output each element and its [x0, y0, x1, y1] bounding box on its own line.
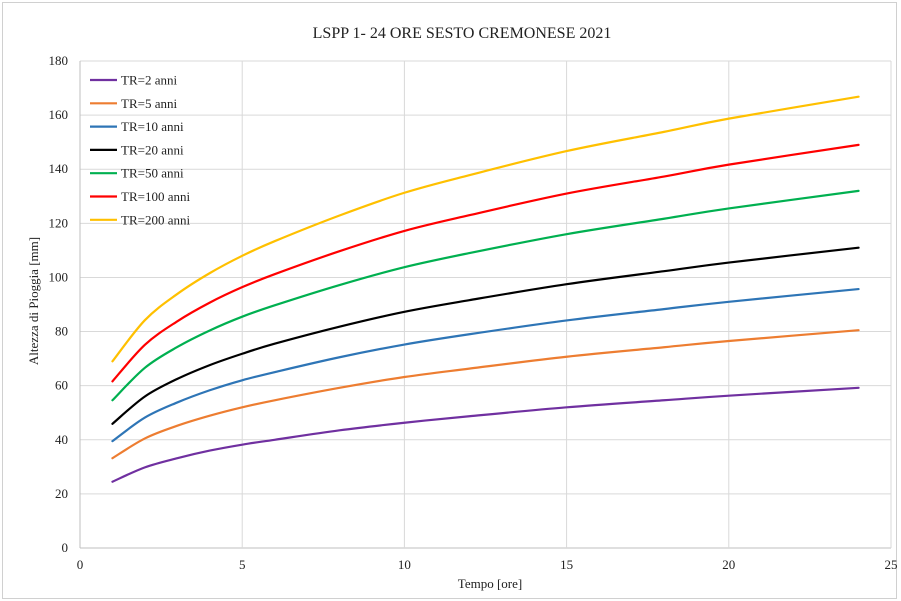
- legend-entry: TR=10 anni: [121, 119, 184, 134]
- x-axis-label: Tempo [ore]: [458, 576, 522, 591]
- x-tick-label: 25: [885, 557, 898, 572]
- y-tick-label: 180: [49, 53, 69, 68]
- legend: TR=2 anni TR=5 anni TR=10 anni TR=20 anni TR…: [90, 73, 190, 227]
- legend-entry: TR=50 anni: [121, 166, 184, 181]
- series-lines: [111, 95, 860, 483]
- x-tick-label: 20: [722, 557, 735, 572]
- y-tick-label: 20: [55, 486, 68, 501]
- x-tick-label: 5: [239, 557, 246, 572]
- legend-entry: TR=100 anni: [121, 189, 190, 204]
- y-tick-label: 160: [49, 107, 69, 122]
- series-line-tr-2-anni: [111, 386, 860, 483]
- legend-entry: TR=5 anni: [121, 96, 177, 111]
- series-line-tr-200-anni: [111, 95, 860, 363]
- series-line-tr-50-anni: [111, 189, 860, 402]
- legend-entry: TR=20 anni: [121, 142, 184, 157]
- legend-entry: TR=2 anni: [121, 73, 177, 88]
- grid-lines: [79, 60, 892, 549]
- tick-labels: 0 20 40 60 80 100 120 140 160 180 0 5 10 15 20 25: [49, 53, 898, 572]
- x-tick-label: 0: [77, 557, 84, 572]
- series-line-tr-5-anni: [111, 329, 860, 460]
- chart-title: LSPP 1- 24 ORE SESTO CREMONESE 2021: [313, 25, 612, 42]
- legend-entry: TR=200 anni: [121, 212, 190, 227]
- x-tick-label: 10: [398, 557, 411, 572]
- series-line-tr-100-anni: [111, 143, 860, 383]
- x-tick-label: 15: [560, 557, 573, 572]
- series-line-tr-10-anni: [111, 287, 860, 443]
- y-tick-label: 100: [49, 269, 69, 284]
- y-tick-label: 40: [55, 432, 68, 447]
- y-tick-label: 120: [49, 215, 69, 230]
- y-tick-label: 60: [55, 378, 68, 393]
- y-axis-label: Altezza di Pioggia [mm]: [26, 237, 41, 365]
- series-line-tr-20-anni: [111, 246, 860, 425]
- y-tick-label: 0: [62, 540, 69, 555]
- y-tick-label: 140: [49, 161, 69, 176]
- y-tick-label: 80: [55, 324, 68, 339]
